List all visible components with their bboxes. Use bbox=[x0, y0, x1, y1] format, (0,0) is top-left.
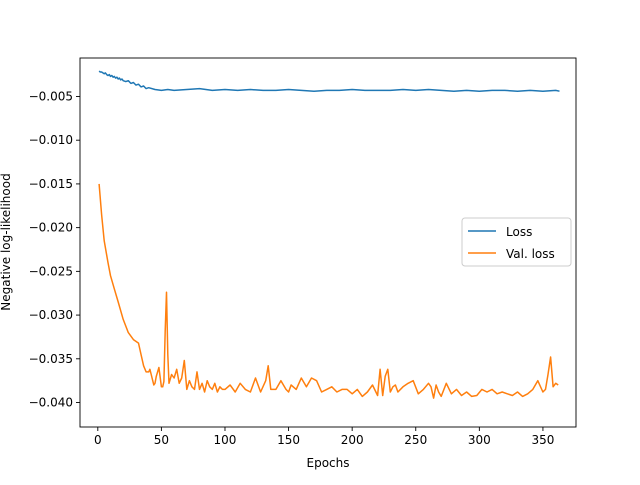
x-tick-label: 250 bbox=[404, 433, 427, 447]
legend-label: Loss bbox=[506, 225, 532, 239]
series-layer bbox=[98, 70, 560, 399]
plot-frame bbox=[79, 57, 577, 428]
y-tick-label: −0.040 bbox=[29, 396, 73, 410]
x-tick-label: 200 bbox=[341, 433, 364, 447]
y-tick-label: −0.030 bbox=[29, 308, 73, 322]
legend: Loss Val. loss bbox=[461, 217, 572, 267]
x-tick-label: 150 bbox=[277, 433, 300, 447]
x-axis: 0 50 100 150 200 250 300 350 bbox=[94, 427, 554, 447]
x-tick-label: 100 bbox=[214, 433, 237, 447]
y-axis-label: Negative log-likelihood bbox=[0, 173, 13, 310]
legend-box bbox=[461, 217, 572, 267]
y-tick-label: −0.010 bbox=[29, 133, 73, 147]
y-tick-label: −0.020 bbox=[29, 221, 73, 235]
y-tick-label: −0.015 bbox=[29, 177, 73, 191]
series-line-val-loss bbox=[98, 183, 559, 399]
y-tick-label: −0.035 bbox=[29, 352, 73, 366]
x-tick-label: 300 bbox=[468, 433, 491, 447]
x-axis-label: Epochs bbox=[307, 456, 350, 470]
series-line-loss bbox=[98, 70, 560, 92]
x-tick-label: 50 bbox=[154, 433, 169, 447]
y-tick-label: −0.025 bbox=[29, 264, 73, 278]
y-axis: −0.005 −0.010 −0.015 −0.020 −0.025 −0.030 −0.0… bbox=[29, 89, 80, 410]
legend-label: Val. loss bbox=[506, 247, 555, 261]
x-tick-label: 0 bbox=[94, 433, 102, 447]
y-tick-label: −0.005 bbox=[29, 89, 73, 103]
x-tick-label: 350 bbox=[531, 433, 554, 447]
